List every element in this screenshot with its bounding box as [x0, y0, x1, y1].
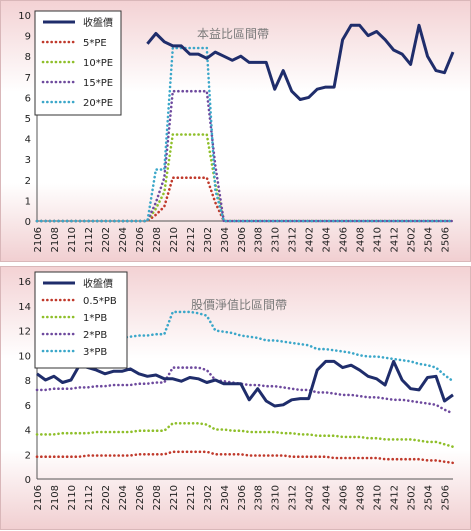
y-tick-label: 3	[25, 155, 31, 166]
y-tick-label: 0	[25, 475, 31, 486]
x-tick-label: 2302	[203, 227, 214, 252]
legend-label: 5*PE	[83, 38, 107, 49]
series-line-2	[35, 133, 455, 223]
x-tick-label: 2412	[390, 485, 401, 510]
x-tick-label: 2204	[118, 227, 129, 252]
x-tick-label: 2308	[254, 485, 265, 510]
y-tick-label: 14	[18, 302, 31, 313]
y-tick-label: 1	[25, 196, 31, 207]
x-tick-label: 2402	[305, 227, 316, 252]
x-tick-label: 2110	[67, 227, 78, 252]
y-tick-label: 16	[18, 277, 31, 288]
x-tick-label: 2212	[186, 485, 197, 510]
x-tick-label: 2206	[135, 485, 146, 510]
x-tick-label: 2108	[50, 485, 61, 510]
legend-label: 3*PB	[83, 347, 107, 358]
x-tick-label: 2210	[169, 485, 180, 510]
y-tick-label: 6	[25, 401, 31, 412]
x-tick-label: 2504	[424, 485, 435, 510]
x-tick-label: 2502	[407, 227, 418, 252]
x-tick-label: 2208	[152, 485, 163, 510]
x-tick-label: 2212	[186, 227, 197, 252]
series-line-0	[36, 359, 454, 408]
x-tick-label: 2112	[84, 227, 95, 252]
series-line-2	[35, 422, 455, 449]
legend-label: 0.5*PB	[83, 296, 117, 307]
x-tick-label: 2312	[288, 485, 299, 510]
legend-label: 1*PB	[83, 313, 107, 324]
x-tick-label: 2306	[237, 227, 248, 252]
y-tick-label: 10	[18, 351, 31, 362]
x-tick-label: 2408	[356, 485, 367, 510]
pb-band-chart: 股價淨值比區間帶 0 2 4 6 8 10 12 14 16 2106 2108 2110 2112 22…	[18, 271, 455, 510]
y-tick-label: 12	[18, 327, 31, 338]
x-tick-label: 2410	[373, 485, 384, 510]
y-tick-label: 8	[25, 376, 31, 387]
x-tick-label: 2406	[339, 485, 350, 510]
x-tick-label: 2110	[67, 485, 78, 510]
x-tick-label: 2302	[203, 485, 214, 510]
legend-label: 10*PE	[83, 58, 113, 69]
x-tick-label: 2310	[271, 485, 282, 510]
x-tick-label: 2204	[118, 485, 129, 510]
x-tick-label: 2206	[135, 227, 146, 252]
pe-band-chart-panel: 本益比區間帶 0 1 2 3 4 5 6 7 8 9 10 2106 2108 2110 2112 2202 2…	[0, 0, 471, 262]
legend-box	[34, 10, 122, 116]
legend-box	[34, 271, 128, 369]
series-line-1	[35, 176, 455, 223]
legend-label: 20*PE	[83, 98, 113, 109]
x-tick-label: 2308	[254, 227, 265, 252]
y-tick-label: 7	[25, 73, 31, 84]
series-line-0	[146, 23, 455, 101]
x-tick-label: 2108	[50, 227, 61, 252]
x-tick-label: 2506	[441, 485, 452, 510]
x-tick-label: 2106	[33, 485, 44, 510]
x-tick-label: 2112	[84, 485, 95, 510]
legend-label: 15*PE	[83, 78, 113, 89]
x-tick-label: 2312	[288, 227, 299, 252]
legend-label: 收盤價	[83, 16, 113, 29]
legend-label: 2*PB	[83, 330, 107, 341]
x-tick-label: 2106	[33, 227, 44, 252]
x-tick-label: 2406	[339, 227, 350, 252]
series-line-4	[35, 46, 455, 223]
x-tick-label: 2202	[101, 485, 112, 510]
pb-band-chart-panel: 股價淨值比區間帶 0 2 4 6 8 10 12 14 16 2106 2108 2110 2112 22…	[0, 266, 471, 530]
y-tick-label: 4	[25, 135, 31, 146]
y-tick-label: 2	[25, 176, 31, 187]
x-tick-label: 2502	[407, 485, 418, 510]
y-tick-label: 4	[25, 426, 31, 437]
x-tick-label: 2504	[424, 227, 435, 252]
y-tick-label: 2	[25, 450, 31, 461]
x-tick-label: 2306	[237, 485, 248, 510]
y-tick-label: 9	[25, 32, 31, 43]
x-tick-label: 2304	[220, 485, 231, 510]
pe-band-chart: 本益比區間帶 0 1 2 3 4 5 6 7 8 9 10 2106 2108 2110 2112 2202 2…	[18, 10, 455, 252]
y-tick-label: 10	[18, 11, 31, 22]
x-tick-label: 2410	[373, 227, 384, 252]
x-tick-label: 2506	[441, 227, 452, 252]
chart-title: 股價淨值比區間帶	[191, 297, 287, 312]
legend-label: 收盤價	[83, 277, 113, 290]
legend: 收盤價 5*PE 10*PE 15*PE 20*PE	[34, 10, 122, 116]
y-tick-label: 5	[25, 114, 31, 125]
x-tick-label: 2404	[322, 485, 333, 510]
x-tick-label: 2304	[220, 227, 231, 252]
x-tick-label: 2310	[271, 227, 282, 252]
x-tick-label: 2402	[305, 485, 316, 510]
chart-title: 本益比區間帶	[197, 27, 269, 41]
legend: 收盤價 0.5*PB 1*PB 2*PB 3*PB	[34, 271, 128, 369]
x-tick-label: 2208	[152, 227, 163, 252]
series-line-1	[35, 450, 455, 465]
x-tick-label: 2408	[356, 227, 367, 252]
x-tick-label: 2210	[169, 227, 180, 252]
x-tick-label: 2202	[101, 227, 112, 252]
series-line-3	[35, 366, 455, 415]
y-tick-label: 0	[25, 217, 31, 228]
x-tick-label: 2404	[322, 227, 333, 252]
y-tick-label: 8	[25, 52, 31, 63]
y-tick-label: 6	[25, 93, 31, 104]
x-tick-label: 2412	[390, 227, 401, 252]
